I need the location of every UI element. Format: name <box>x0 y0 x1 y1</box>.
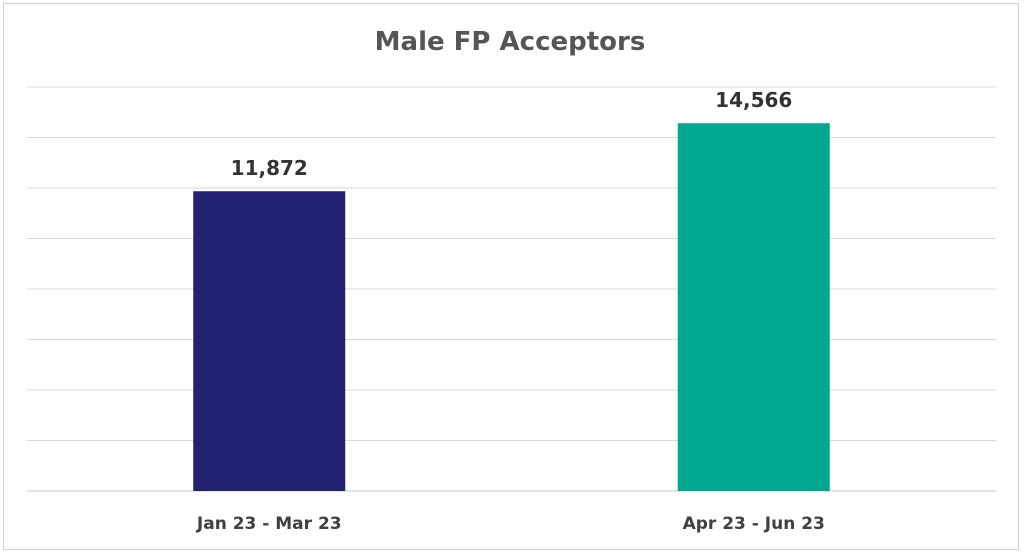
x-axis-ticks: Jan 23 - Mar 23 Apr 23 - Jun 23 <box>196 514 825 534</box>
bar-1 <box>193 191 346 491</box>
chart-title: Male FP Acceptors <box>375 27 646 57</box>
bar-2 <box>677 123 830 491</box>
x-tick-label-1: Jan 23 - Mar 23 <box>196 514 342 534</box>
gridlines <box>27 86 996 492</box>
bars <box>193 123 830 491</box>
data-labels: 11,872 14,566 <box>231 88 793 180</box>
data-label-2: 14,566 <box>715 88 792 112</box>
data-label-1: 11,872 <box>231 156 308 180</box>
x-tick-label-2: Apr 23 - Jun 23 <box>683 514 825 534</box>
chart-frame <box>3 3 1019 550</box>
